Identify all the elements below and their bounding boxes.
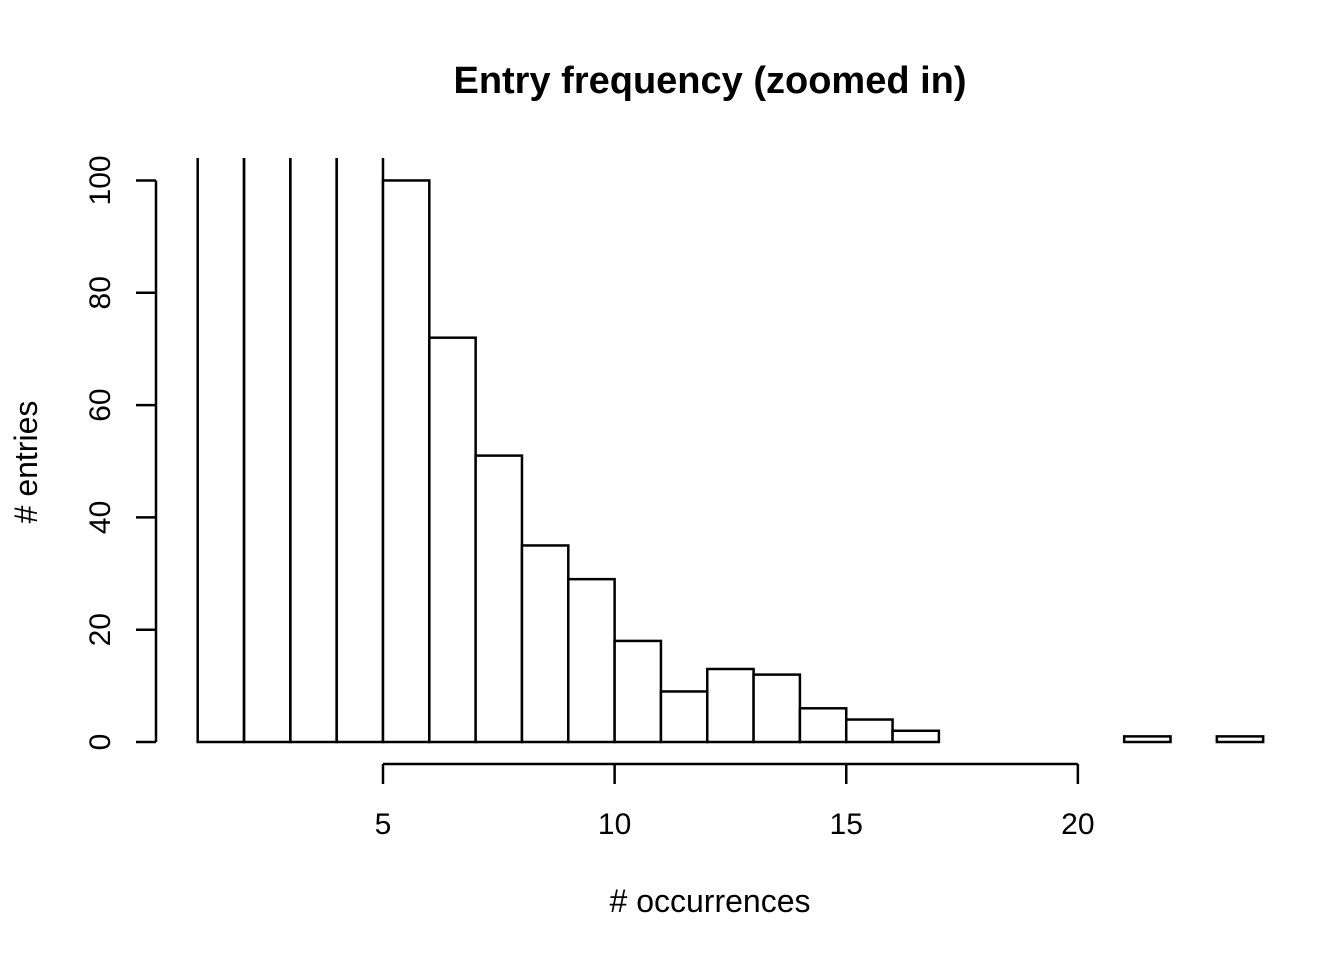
y-axis: 0 20 40 60 80 100 [84, 155, 158, 751]
histogram-bar [891, 729, 941, 744]
histogram-bar [567, 577, 616, 744]
histogram-bar [289, 158, 338, 744]
histogram-bar [844, 718, 894, 744]
histogram-bar [1215, 735, 1265, 744]
histogram-bar [1122, 735, 1172, 744]
histogram-bar [520, 544, 570, 744]
y-tick-label: 20 [84, 613, 117, 646]
chart-title: Entry frequency (zoomed in) [453, 60, 966, 102]
histogram-bar [798, 707, 848, 744]
y-tick-label: 40 [84, 501, 117, 534]
x-tick-label: 5 [375, 808, 392, 841]
histogram-bar [613, 639, 663, 744]
histogram-bar [335, 158, 385, 744]
histogram-bar [474, 454, 524, 744]
y-tick-label: 100 [84, 155, 117, 205]
x-axis-label: # occurrences [610, 883, 811, 919]
histogram-bar [752, 673, 802, 744]
histogram-bar [242, 158, 292, 744]
x-tick-label: 20 [1061, 808, 1094, 841]
x-tick-label: 15 [830, 808, 863, 841]
histogram-bar [428, 336, 477, 744]
bars-group [196, 158, 1265, 744]
histogram-bar [706, 667, 755, 744]
y-tick-label: 80 [84, 276, 117, 309]
x-tick-label: 10 [598, 808, 631, 841]
y-tick-label: 60 [84, 388, 117, 421]
histogram-bar [659, 690, 709, 744]
y-tick-label: 0 [84, 734, 117, 751]
y-axis-label: # entries [8, 401, 44, 524]
histogram-bar [196, 158, 246, 744]
x-axis: 5 10 15 20 [375, 762, 1095, 841]
histogram-bar [381, 179, 431, 744]
